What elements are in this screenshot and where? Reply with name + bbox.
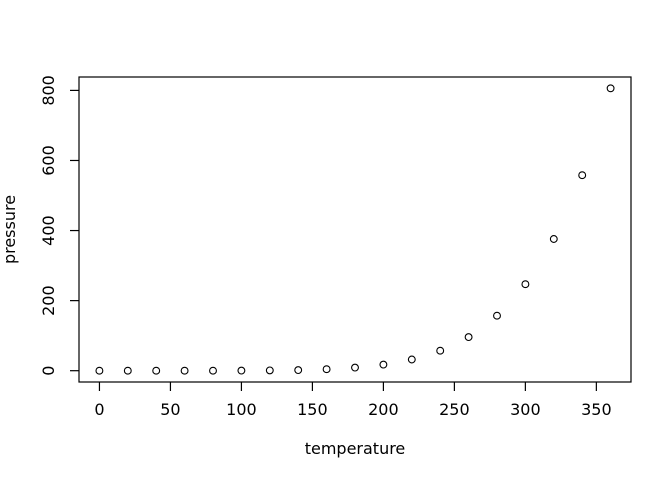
x-axis: 0 50 100 150 200 250 300 350: [94, 382, 612, 419]
y-tick-label: 200: [39, 285, 58, 316]
data-point: [493, 311, 501, 320]
data-point: [578, 171, 587, 180]
x-tick-label: 250: [439, 400, 470, 419]
data-point: [265, 366, 274, 375]
y-tick-label: 800: [39, 75, 58, 106]
x-tick-label: 100: [226, 400, 257, 419]
data-point: [407, 355, 416, 364]
data-point: [521, 280, 530, 289]
data-point: [379, 360, 388, 369]
x-tick-label: 150: [297, 400, 328, 419]
x-tick-label: 300: [510, 400, 541, 419]
x-axis-title: temperature: [305, 439, 406, 458]
plot-border: [78, 76, 632, 383]
data-point: [237, 366, 246, 375]
data-point: [436, 346, 445, 355]
data-point: [294, 366, 303, 375]
y-tick-label: 600: [39, 145, 58, 176]
y-axis-title: pressure: [0, 195, 19, 264]
data-point: [209, 366, 217, 375]
x-tick-label: 350: [581, 400, 612, 419]
data-point: [549, 235, 558, 243]
data-point: [322, 365, 331, 374]
data-point: [606, 84, 615, 93]
data-point: [180, 366, 189, 375]
data-point: [351, 363, 359, 372]
data-point: [152, 366, 161, 375]
data-point: [464, 333, 473, 342]
data-point: [95, 366, 104, 375]
data-points: [95, 84, 615, 375]
y-axis: 0 200 400 600 800: [39, 75, 79, 376]
data-point: [123, 366, 132, 375]
x-tick-label: 200: [368, 400, 399, 419]
x-tick-label: 0: [94, 400, 104, 419]
y-tick-label: 0: [39, 366, 58, 376]
x-tick-label: 50: [160, 400, 180, 419]
y-tick-label: 400: [39, 215, 58, 246]
